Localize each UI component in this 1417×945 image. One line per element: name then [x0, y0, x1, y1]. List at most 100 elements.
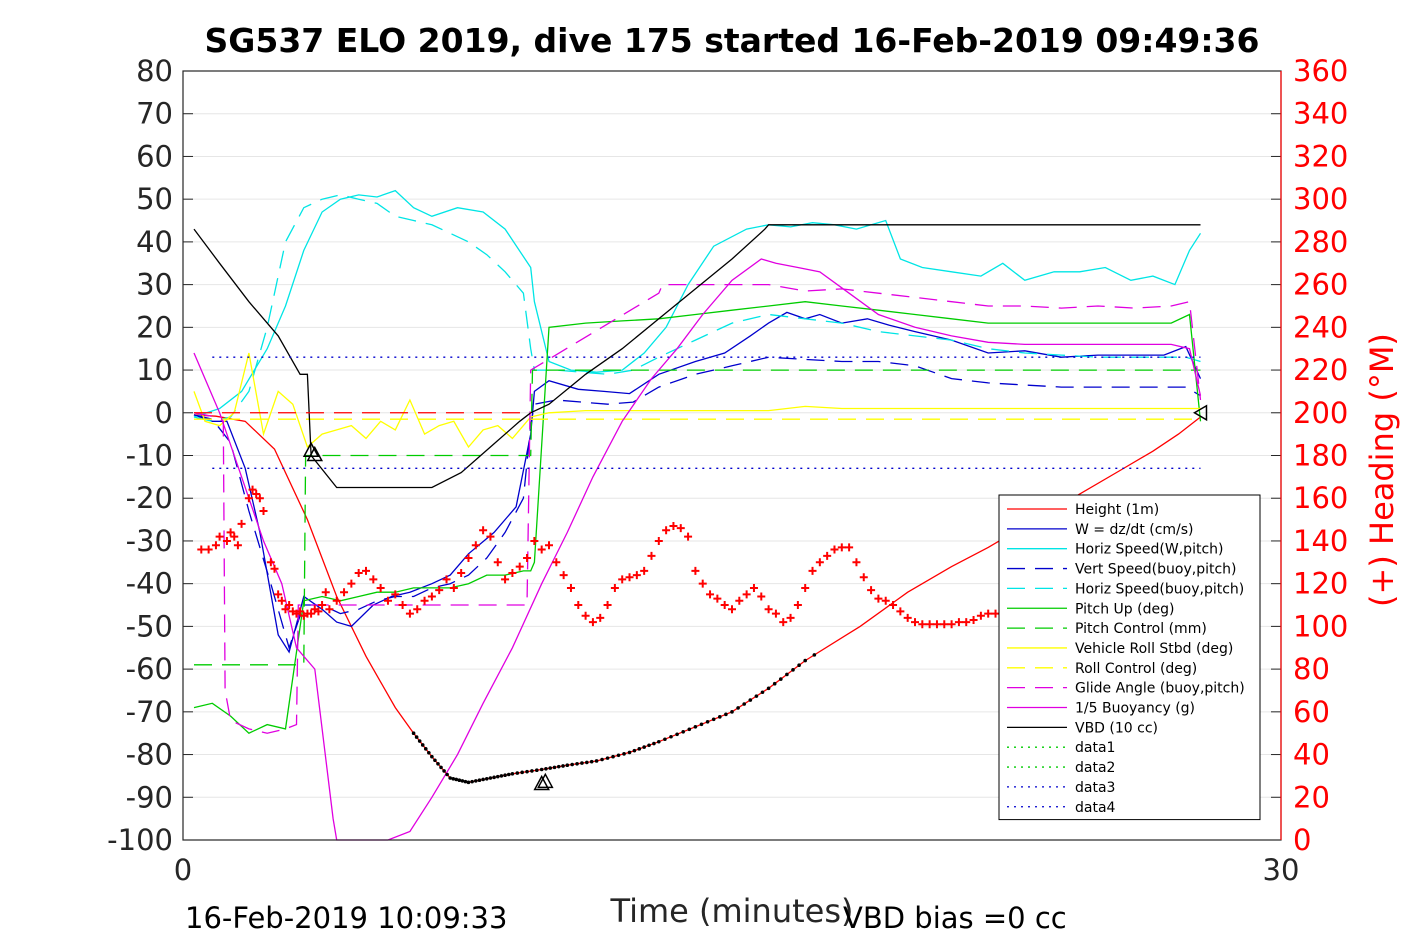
height-sample-dot: [742, 702, 746, 706]
height-sample-dot: [637, 747, 642, 751]
heading-marker: [215, 532, 224, 541]
heading-marker: [233, 541, 242, 550]
height-sample-dot: [594, 759, 599, 763]
heading-marker: [248, 485, 257, 494]
heading-marker: [632, 571, 641, 580]
footer-vbd-bias: VBD bias =0 cc: [843, 901, 1067, 935]
heading-marker: [903, 613, 912, 622]
legend-entry: Vert Speed(buoy,pitch): [1075, 562, 1237, 578]
heading-marker: [654, 536, 663, 545]
y2-tick-label: 180: [1293, 439, 1348, 473]
height-sample-dot: [535, 768, 539, 773]
height-sample-dot: [488, 776, 493, 780]
series-line-9: [193, 283, 1202, 734]
height-sample-dot: [565, 763, 570, 768]
height-sample-dot: [463, 779, 468, 784]
heading-marker: [640, 566, 649, 575]
heading-marker: [222, 536, 231, 545]
y-tick-label: -10: [126, 439, 173, 473]
height-sample-dot: [718, 715, 722, 719]
y2-tick-label: 360: [1293, 54, 1348, 88]
heading-marker: [859, 573, 868, 582]
height-sample-dot: [495, 774, 500, 779]
y2-tick-label: 220: [1293, 353, 1348, 387]
heading-marker: [413, 605, 422, 614]
y-tick-label: -80: [126, 738, 173, 772]
height-sample-dot: [657, 739, 661, 744]
heading-marker: [698, 579, 707, 588]
y2-tick-label: 240: [1293, 310, 1348, 344]
heading-marker: [610, 583, 619, 592]
y-tick-label: -70: [126, 695, 173, 729]
legend-entry: Roll Control (deg): [1075, 661, 1197, 677]
legend-entry: Pitch Up (deg): [1075, 601, 1174, 617]
y-tick-label: 80: [136, 54, 173, 88]
chart-title: SG537 ELO 2019, dive 175 started 16-Feb-…: [205, 21, 1260, 60]
heading-marker: [925, 620, 934, 629]
footer-timestamp: 16-Feb-2019 10:09:33: [185, 901, 507, 935]
y-tick-label: 20: [136, 310, 173, 344]
heading-marker: [991, 609, 1000, 618]
heading-marker: [911, 618, 919, 627]
heading-marker: [793, 601, 802, 610]
series-line-7: [193, 352, 1201, 449]
height-sample-dot: [711, 717, 716, 722]
heading-marker: [197, 545, 206, 554]
heading-marker: [369, 575, 378, 584]
heading-marker: [749, 583, 758, 592]
heading-marker: [204, 545, 213, 554]
y-tick-label: 10: [136, 353, 173, 387]
heading-marker: [259, 507, 268, 516]
y2-tick-label: 0: [1293, 823, 1311, 857]
height-sample-dot: [417, 739, 422, 743]
height-sample-dot: [632, 748, 637, 753]
heading-marker: [545, 541, 553, 550]
x-axis-label: Time (minutes): [610, 892, 854, 930]
heading-marker: [237, 519, 246, 528]
heading-marker: [442, 575, 451, 584]
heading-marker: [398, 601, 407, 610]
legend-entry: W = dz/dt (cm/s): [1075, 522, 1194, 538]
height-sample-dot: [552, 765, 557, 770]
height-sample-dot: [445, 772, 449, 777]
height-sample-dot: [499, 774, 504, 778]
height-sample-dot: [420, 743, 425, 747]
series-line-5: [193, 301, 1202, 734]
height-sample-dot: [430, 754, 434, 759]
heading-marker: [757, 592, 766, 601]
height-sample-dot: [436, 762, 440, 766]
heading-marker: [669, 521, 678, 530]
height-sample-dot: [669, 734, 673, 739]
heading-marker: [676, 524, 685, 533]
heading-marker: [867, 586, 876, 595]
height-sample-dot: [570, 762, 574, 767]
heading-marker: [962, 618, 971, 627]
height-sample-dot: [470, 779, 474, 784]
heading-marker: [479, 526, 488, 535]
heading-marker: [318, 601, 327, 610]
heading-marker: [486, 532, 495, 541]
heading-marker: [588, 618, 597, 627]
plot-axes: [182, 70, 1282, 841]
y-tick-label: -50: [126, 609, 173, 643]
heading-marker: [728, 605, 736, 614]
legend-entry: VBD (10 cc): [1075, 720, 1158, 736]
y2-tick-label: 100: [1293, 609, 1348, 643]
heading-marker: [874, 594, 883, 603]
height-sample-dot: [693, 724, 698, 729]
heading-marker: [435, 586, 444, 595]
y2-tick-label: 200: [1293, 396, 1348, 430]
height-sample-dot: [442, 769, 446, 773]
heading-marker: [501, 575, 510, 584]
height-sample-dot: [647, 743, 651, 748]
triangle-marker: [533, 774, 550, 791]
x-tick-label: 30: [1263, 853, 1300, 887]
legend-entry: Height (1m): [1075, 502, 1159, 518]
x-tick-label: 0: [174, 853, 192, 887]
height-sample-dot: [561, 764, 565, 768]
height-sample-dot: [616, 753, 621, 758]
height-sample-dot: [585, 760, 589, 765]
height-sample-dot: [503, 773, 507, 778]
y2-tick-label: 80: [1293, 652, 1330, 686]
heading-marker: [321, 588, 330, 597]
